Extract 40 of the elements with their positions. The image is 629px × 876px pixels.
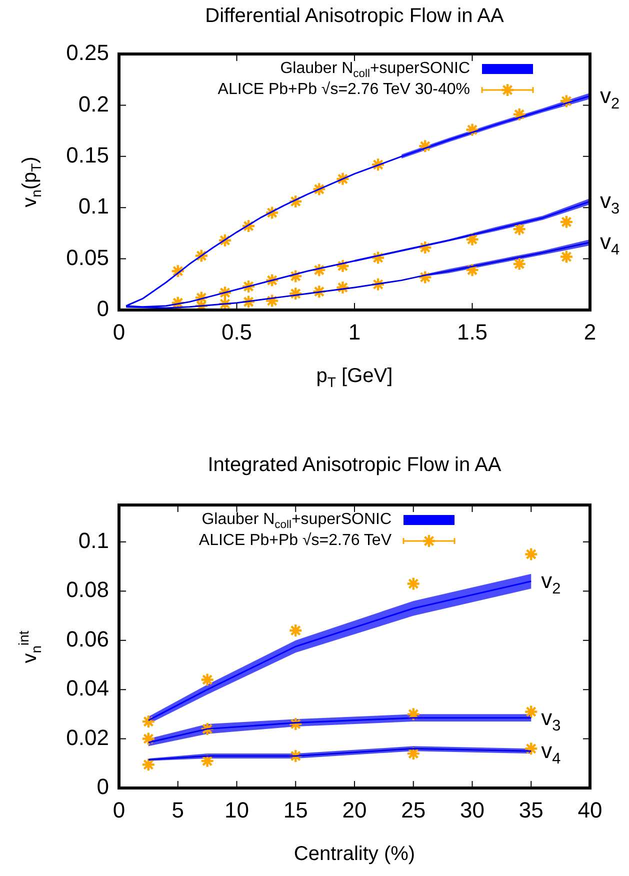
text: v$_{3}$ [600,188,620,218]
y-tick-label: 0.08 [66,577,109,602]
x-tick-label: 5 [172,797,184,822]
x-tick-label: 10 [224,797,249,822]
x-tick-label: 0 [112,319,126,344]
y-tick-label: 0.1 [78,528,109,553]
x-tick-label: 1.5 [456,319,488,344]
x-tick-label: 40 [578,797,602,822]
annotation: v$_{4}$ [541,738,561,768]
chart-title: Integrated Anisotropic Flow in AA [208,454,502,476]
text: v$_{4}$ [600,229,620,259]
y-tick-label: 0.02 [66,724,109,750]
legend-label: ALICE Pb+Pb √s=2.76 TeV [198,532,392,549]
y-tick-label: 0.15 [66,142,109,168]
x-tick-label: 1 [348,319,361,344]
y-tick-label: 0.06 [66,626,109,652]
annotation: v$_{2}$ [541,568,561,598]
legend-label: Glauber N$_{coll}$+superSONIC [280,60,470,80]
y-tick-label: 0.04 [66,676,109,701]
y-tick-label: 0 [96,774,109,800]
y-tick-label: 0.2 [78,91,109,116]
x-tick-label: 0.5 [221,319,252,344]
y-tick-label: 0.1 [78,194,109,219]
chart-title: Differential Anisotropic Flow in AA [205,5,504,27]
y-tick-label: 0 [96,296,109,322]
legend-label: Glauber N$_{coll}$+superSONIC [202,511,392,532]
text: v$_{2}$ [600,82,620,112]
x-axis-title: Centrality (%) [294,843,416,865]
x-tick-label: 25 [401,797,426,822]
legend-label: ALICE Pb+Pb √s=2.76 TeV 30-40% [218,81,470,98]
y-tick-label: 0.25 [66,40,109,66]
x-tick-label: 20 [342,797,367,822]
x-tick-label: 30 [460,797,484,822]
x-tick-label: 35 [518,797,544,822]
x-axis-title: p$_{T}$ [GeV] [316,365,393,390]
y-tick-label: 0.05 [66,244,109,270]
annotation: v$_{3}$ [541,704,561,734]
x-tick-label: 0 [112,797,126,822]
x-tick-label: 2 [584,319,596,344]
x-tick-label: 15 [283,797,308,822]
